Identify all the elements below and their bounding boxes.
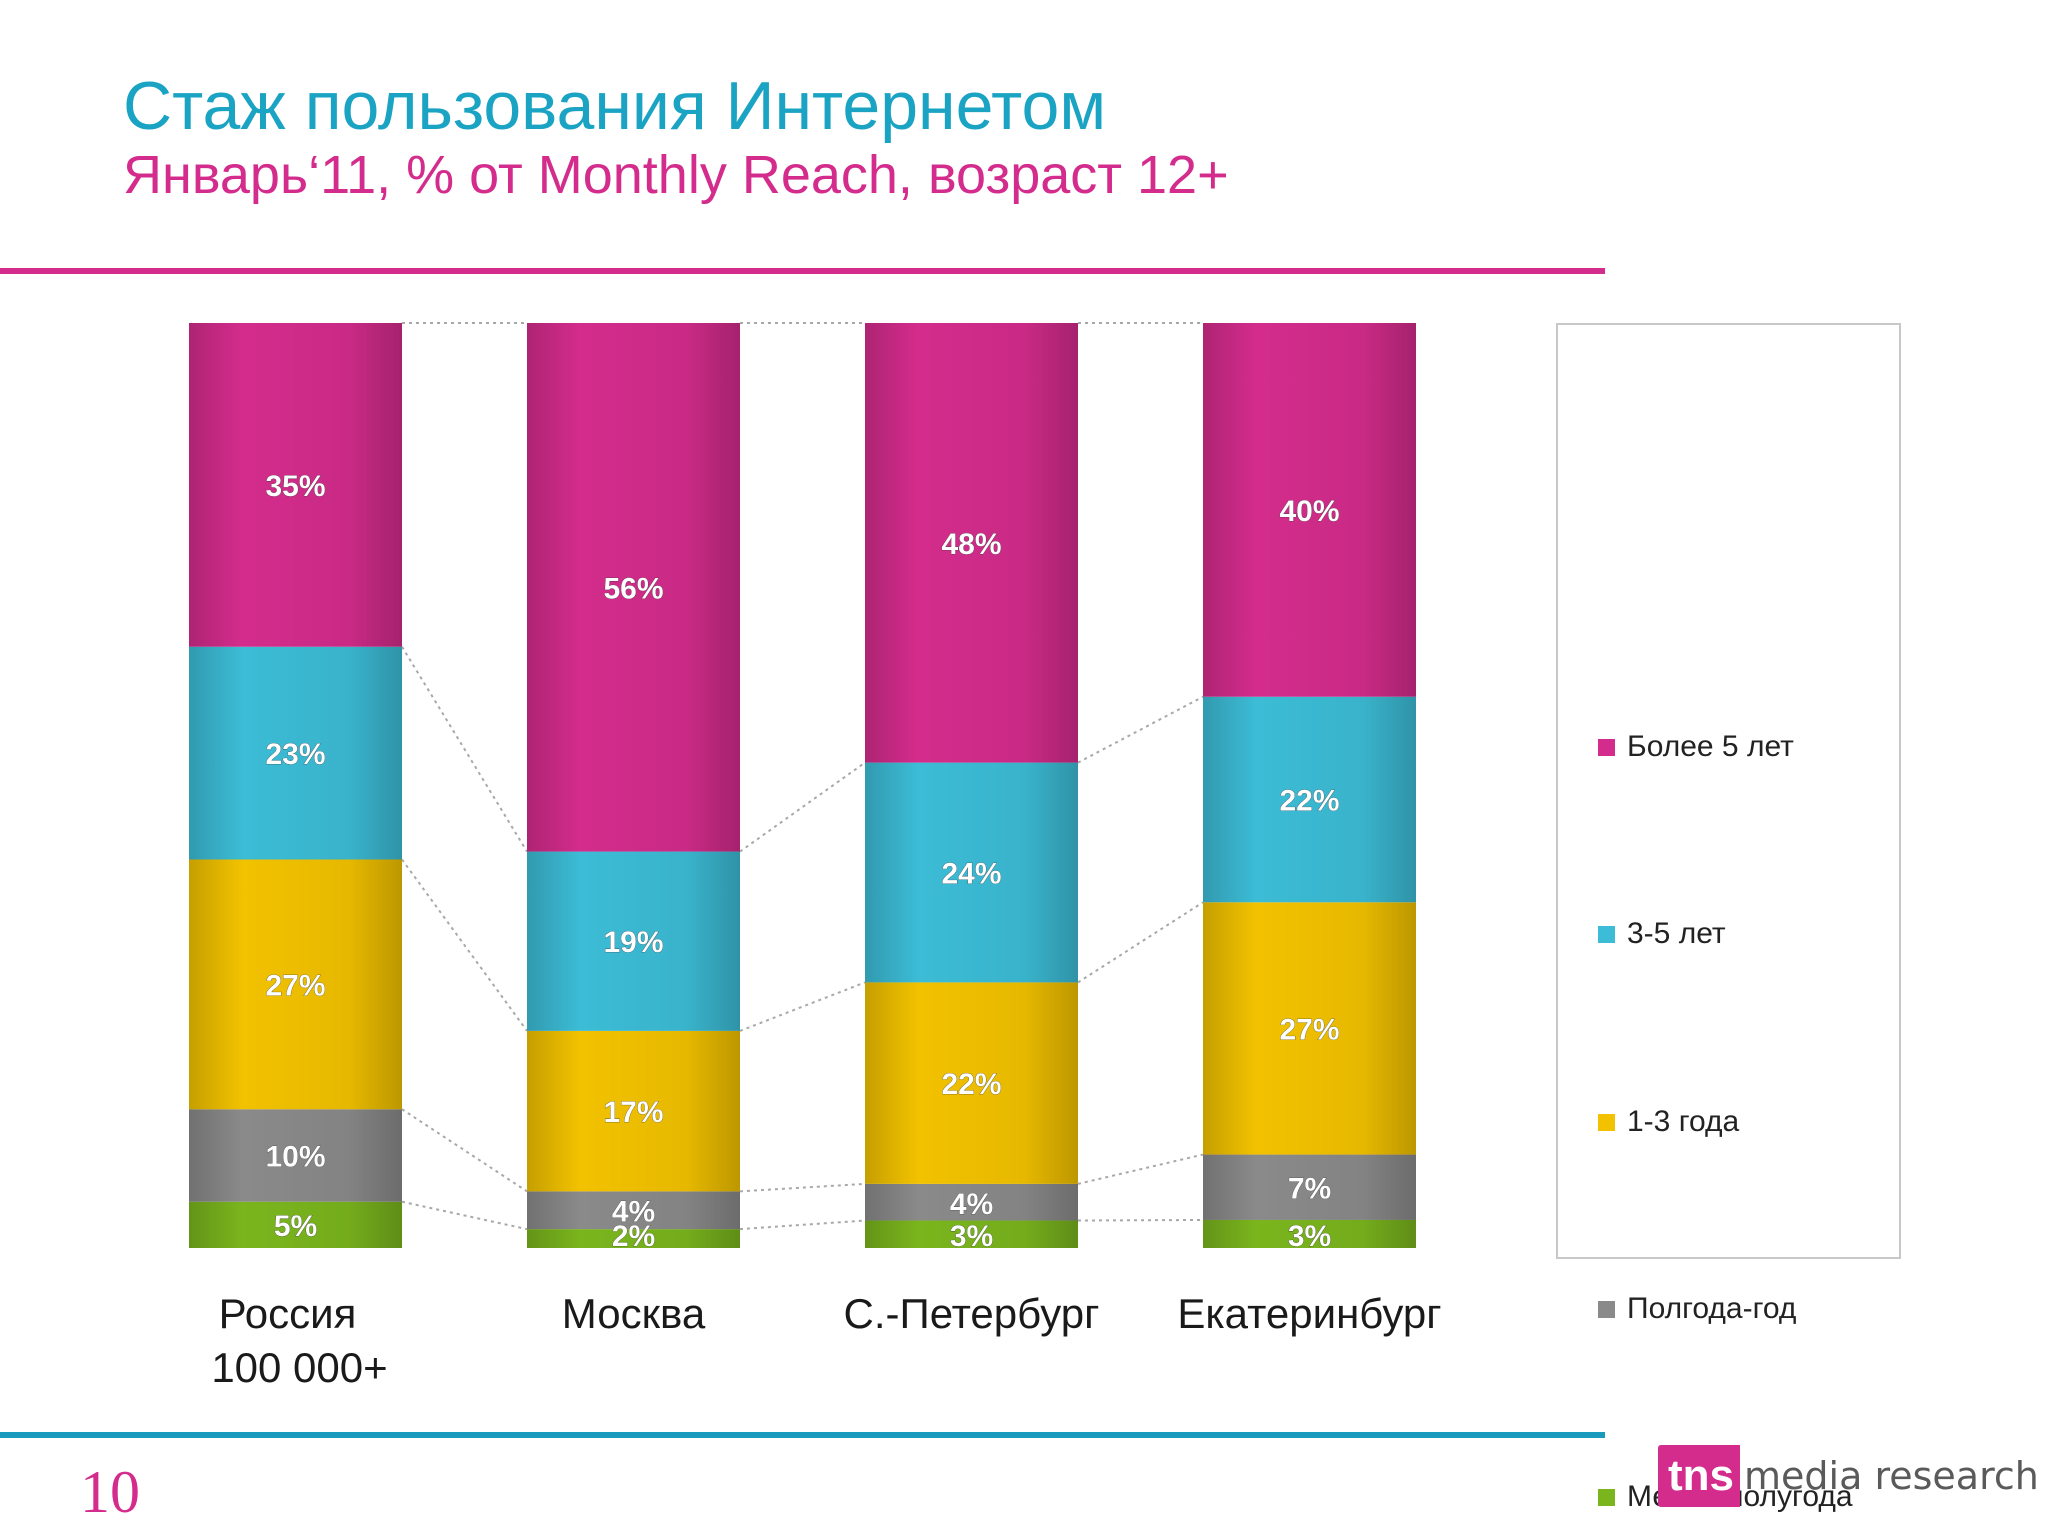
slide-title: Стаж пользования Интернетом	[123, 68, 1107, 144]
legend-swatch	[1598, 1113, 1615, 1131]
data-label: 4%	[950, 1188, 993, 1221]
top-divider	[0, 268, 1605, 274]
legend-item: Более 5 лет	[1598, 730, 1794, 764]
data-label: 3%	[1288, 1220, 1331, 1253]
bar-segment	[1203, 1219, 1416, 1248]
data-label: 5%	[274, 1210, 317, 1243]
bar-segment	[865, 982, 1078, 1184]
slide-subtitle: Январь‘11, % от Monthly Reach, возраст 1…	[123, 145, 1229, 205]
data-label: 7%	[1288, 1172, 1331, 1205]
series-connector-line	[401, 858, 528, 1032]
bar-segment	[527, 1191, 740, 1230]
data-label: 56%	[603, 572, 663, 605]
chart-legend: Более 5 лет 3-5 лет 1-3 года Полгода-год…	[1556, 323, 1901, 1513]
data-label: 24%	[941, 858, 1001, 891]
data-label: 10%	[265, 1141, 325, 1174]
category-label: Москва	[562, 1290, 706, 1337]
bar-segment	[865, 1220, 1078, 1248]
series-connector-line	[739, 761, 866, 853]
legend-label: 1-3 года	[1627, 1105, 1740, 1138]
bar-segment	[527, 851, 740, 1031]
data-label: 23%	[265, 738, 325, 771]
bar-segment	[527, 1229, 740, 1248]
series-connector-line	[739, 981, 866, 1032]
category-label: Россия	[219, 1290, 357, 1337]
bar-segment	[865, 1183, 1078, 1221]
bar-segment	[1203, 1154, 1416, 1220]
bar-segment	[189, 1109, 402, 1202]
legend-item: Полгода-год	[1598, 1292, 1796, 1326]
bar-segment	[1203, 323, 1416, 697]
data-label: 4%	[612, 1195, 655, 1228]
data-label: 19%	[603, 926, 663, 959]
page-number: 10	[80, 1459, 140, 1525]
legend-label: Полгода-год	[1627, 1292, 1797, 1325]
legend-swatch	[1598, 925, 1615, 943]
series-connector-line	[401, 1200, 528, 1231]
series-connector-line	[1077, 1153, 1204, 1185]
bar-segment	[189, 859, 402, 1110]
series-connector-line	[739, 1219, 866, 1231]
series-connector-line	[1077, 695, 1204, 764]
legend-item: 1-3 года	[1598, 1105, 1739, 1139]
bar-segment	[865, 762, 1078, 983]
category-label: 100 000+	[211, 1344, 387, 1391]
data-label: 27%	[1279, 1013, 1339, 1046]
data-label: 22%	[941, 1068, 1001, 1101]
data-label: 35%	[265, 470, 325, 503]
bar-segment	[527, 323, 740, 852]
data-label: 2%	[612, 1220, 655, 1253]
tns-logo-mark-text: tns	[1668, 1451, 1734, 1500]
bar-segment	[189, 323, 402, 647]
data-label: 40%	[1279, 495, 1339, 528]
tns-logo-mark: tns	[1658, 1445, 1740, 1507]
bar-segment	[865, 323, 1078, 763]
legend-label: Более 5 лет	[1627, 730, 1794, 763]
legend-swatch	[1598, 1488, 1615, 1506]
data-label: 48%	[941, 528, 1001, 561]
bar-segment	[527, 1030, 740, 1192]
bar-segment	[189, 646, 402, 860]
series-connector-line	[1077, 901, 1204, 984]
category-label: С.-Петербург	[844, 1290, 1100, 1337]
series-connector-line	[1077, 1218, 1204, 1222]
series-connector-line	[401, 1108, 528, 1193]
series-connector-line	[739, 1182, 866, 1193]
tns-logo: tns media research	[1658, 1436, 2039, 1516]
bar-segment	[1203, 902, 1416, 1155]
legend-label: 3-5 лет	[1627, 917, 1726, 950]
legend-item: 3-5 лет	[1598, 917, 1726, 951]
bar-segment	[1203, 696, 1416, 903]
category-label: Екатеринбург	[1177, 1290, 1441, 1337]
bar-segment	[189, 1201, 402, 1248]
tns-logo-text: media research	[1744, 1454, 2039, 1498]
legend-swatch	[1598, 1300, 1615, 1318]
series-connector-line	[401, 646, 528, 853]
legend-swatch	[1598, 738, 1615, 756]
data-label: 17%	[603, 1096, 663, 1129]
bottom-divider	[0, 1432, 1605, 1438]
data-label: 22%	[1279, 785, 1339, 818]
data-label: 27%	[265, 969, 325, 1002]
data-label: 3%	[950, 1220, 993, 1253]
